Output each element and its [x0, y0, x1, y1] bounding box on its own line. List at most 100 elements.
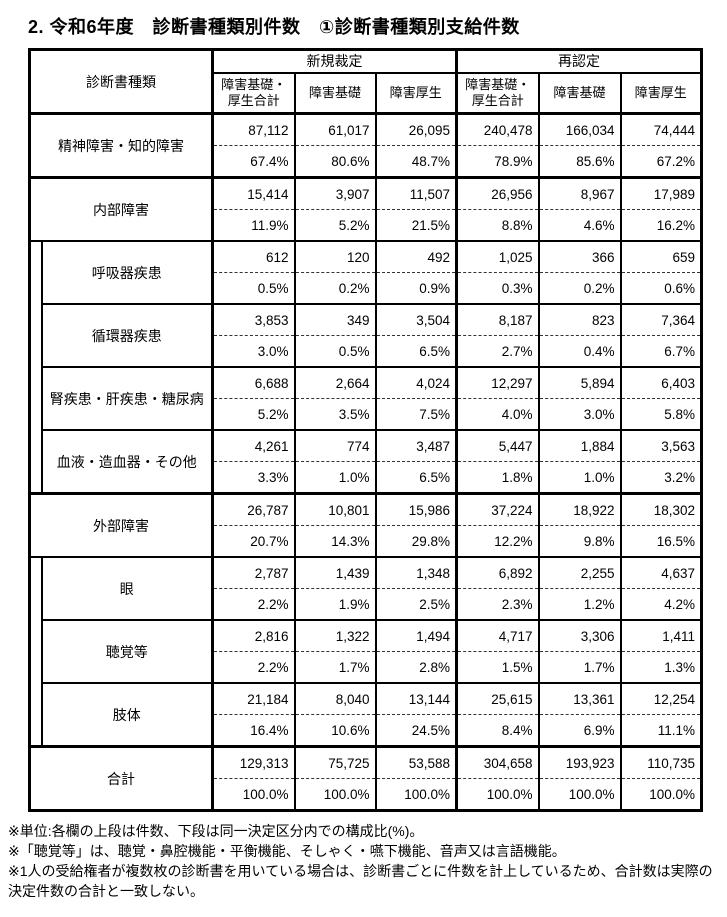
data-cell: 1,411 1.3% [619, 619, 703, 684]
count-value: 26,956 [491, 186, 533, 202]
sub-row-label: 呼吸器疾患 [40, 240, 214, 305]
percent-value: 3.0% [214, 335, 294, 366]
data-cell: 2,787 2.2% [211, 556, 296, 621]
percent-value: 0.3% [458, 272, 538, 303]
row-label: 外部障害 [28, 492, 214, 558]
data-cell: 1,439 1.9% [293, 556, 377, 621]
count-value: 366 [592, 249, 615, 265]
data-cell: 21,184 16.4% [211, 682, 296, 748]
count-value: 1,439 [335, 565, 370, 581]
data-cell: 166,034 85.6% [537, 112, 622, 179]
count-value: 26,095 [408, 122, 451, 138]
data-cell: 3,487 6.5% [374, 429, 458, 495]
header-sub-row: 障害基礎・ 厚生合計 障害基礎 障害厚生 障害基礎・ 厚生合計 障害基礎 障害厚… [30, 71, 703, 115]
table-row: 肢体 21,184 16.4% 8,040 10.6% 13,144 24.5% 25,615… [30, 682, 703, 748]
table-row: 内部障害 15,414 11.9% 3,907 5.2% 11,507 21.5% 26,95… [28, 176, 703, 242]
row-label: 合計 [28, 745, 214, 812]
count-value: 4,637 [661, 565, 696, 581]
data-cell: 12,254 11.1% [619, 682, 703, 748]
count-value: 61,017 [328, 122, 370, 138]
count-value: 2,816 [254, 628, 289, 644]
percent-value: 4.2% [621, 588, 701, 619]
count-value: 18,922 [573, 502, 615, 518]
count-value: 2,787 [254, 565, 289, 581]
percent-value: 5.8% [621, 398, 701, 429]
data-cell: 366 0.2% [537, 240, 622, 305]
footnote-units: ※単位:各欄の上段は件数、下段は同一決定区分内での構成比(%)。 [8, 823, 424, 839]
data-cell: 304,658 100.0% [455, 745, 540, 812]
data-cell: 6,688 5.2% [211, 366, 296, 431]
data-cell: 612 0.5% [211, 240, 296, 305]
data-cell: 15,986 29.8% [374, 492, 458, 558]
percent-value: 67.2% [621, 145, 701, 176]
sub-row-label: 腎疾患・肝疾患・糖尿病 [40, 366, 214, 431]
count-value: 75,725 [328, 755, 370, 771]
percent-value: 67.4% [214, 145, 294, 176]
count-value: 21,184 [247, 691, 289, 707]
percent-value: 0.5% [214, 272, 294, 303]
percent-value: 3.3% [214, 461, 294, 492]
sub-row-label: 肢体 [40, 682, 214, 748]
percent-value: 24.5% [376, 714, 456, 745]
count-value: 3,563 [661, 438, 696, 454]
count-value: 774 [346, 438, 370, 454]
data-cell: 7,364 6.7% [619, 303, 703, 368]
percent-value: 80.6% [295, 145, 375, 176]
percent-value: 9.8% [539, 525, 620, 556]
sub-row-label: 血液・造血器・その他 [40, 429, 214, 495]
count-value: 240,478 [483, 122, 533, 138]
percent-value: 1.0% [295, 461, 375, 492]
data-cell: 26,787 20.7% [211, 492, 296, 558]
data-cell: 75,725 100.0% [293, 745, 377, 812]
percent-value: 100.0% [458, 778, 538, 809]
column-header-new-basic: 障害基礎 [293, 71, 377, 115]
data-cell: 659 0.6% [619, 240, 703, 305]
group-header-new-adjudication: 新規裁定 [211, 48, 458, 74]
percent-value: 100.0% [539, 778, 620, 809]
count-value: 3,487 [416, 438, 451, 454]
percent-value: 5.2% [214, 398, 294, 429]
data-cell: 13,361 6.9% [537, 682, 622, 748]
data-cell: 53,588 100.0% [374, 745, 458, 812]
header-group-row: 診断書種類 新規裁定 再認定 [28, 48, 703, 115]
percent-value: 3.0% [539, 398, 620, 429]
count-value: 4,024 [416, 375, 451, 391]
data-cell: 17,989 16.2% [619, 176, 703, 242]
count-value: 166,034 [565, 122, 615, 138]
count-value: 4,261 [254, 438, 289, 454]
footnotes: ※単位:各欄の上段は件数、下段は同一決定区分内での構成比(%)。 ※「聴覚等」は… [8, 821, 720, 901]
percent-value: 2.7% [458, 335, 538, 366]
data-cell: 6,892 2.3% [455, 556, 540, 621]
percent-value: 0.2% [539, 272, 620, 303]
count-value: 6,892 [498, 565, 533, 581]
count-value: 25,615 [491, 691, 533, 707]
count-value: 5,894 [580, 375, 615, 391]
table-row: 精神障害・知的障害 87,112 67.4% 61,017 80.6% 26,095 48.… [28, 112, 703, 179]
count-value: 1,348 [416, 565, 451, 581]
percent-value: 16.4% [214, 714, 294, 745]
percent-value: 6.5% [376, 461, 456, 492]
count-value: 193,923 [565, 755, 615, 771]
count-value: 612 [265, 249, 289, 265]
percent-value: 1.5% [458, 651, 538, 682]
footnote-hearing-definition: ※「聴覚等」は、聴覚・鼻腔機能・平衡機能、そしゃく・嚥下機能、音声又は言語機能。 [8, 843, 566, 859]
count-value: 18,302 [653, 502, 696, 518]
data-cell: 4,024 7.5% [374, 366, 458, 431]
data-cell: 129,313 100.0% [211, 745, 296, 812]
count-value: 7,364 [661, 312, 696, 328]
percent-value: 100.0% [376, 778, 456, 809]
data-cell: 18,302 16.5% [619, 492, 703, 558]
group-header-recertification: 再認定 [455, 48, 703, 74]
count-value: 8,187 [498, 312, 533, 328]
data-cell: 2,664 3.5% [293, 366, 377, 431]
count-value: 3,907 [335, 186, 370, 202]
data-cell: 1,348 2.5% [374, 556, 458, 621]
data-cell: 492 0.9% [374, 240, 458, 305]
count-value: 5,447 [498, 438, 533, 454]
count-value: 12,254 [653, 691, 696, 707]
indent-strip [28, 240, 43, 495]
footnote-count-method: ※1人の受給権者が複数枚の診断書を用いている場合は、診断書ごとに件数を計上してい… [8, 863, 713, 899]
count-value: 110,735 [647, 755, 696, 771]
count-value: 120 [346, 249, 370, 265]
count-value: 1,494 [416, 628, 451, 644]
